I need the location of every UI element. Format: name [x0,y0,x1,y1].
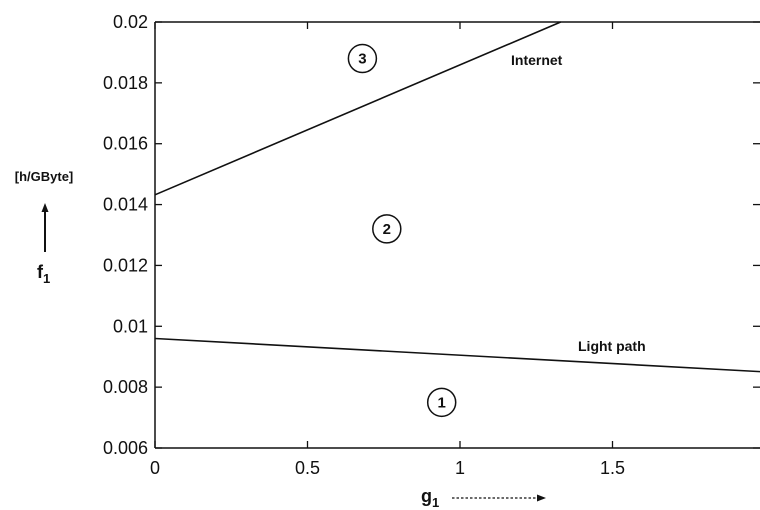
x-tick-label: 1 [455,458,465,478]
region-label: 2 [383,221,391,238]
series-labels: Internet Light path [511,52,646,354]
series-label-1: Internet [511,52,563,68]
series-line-1 [154,21,562,196]
y-unit-label: [h/GByte] [15,169,74,184]
region-label: 3 [358,51,366,68]
y-tick-label: 0.012 [103,255,148,275]
y-tick-label: 0.02 [113,12,148,32]
y-tick-label: 0.008 [103,377,148,397]
region-markers: 1 2 3 [347,43,457,418]
region-label: 1 [438,394,446,411]
x-tick-label: 0.5 [295,458,320,478]
ticks: 0 0.5 1 1.5 2 0.006 0.008 0.01 0.012 0.014 0.016 0.… [103,12,760,478]
region-circle [347,43,378,74]
x-tick-label: 0 [150,458,160,478]
y-tick-label: 0.01 [113,316,148,336]
x-arrow-icon [452,494,546,502]
series-label-2: Light path [578,338,646,354]
y-tick-label: 0.016 [103,134,148,154]
y-axis-label: f1 [37,262,50,286]
region-circle [372,214,402,244]
series-line-2 [154,337,760,373]
series-lines [154,21,760,373]
y-tick-label: 0.018 [103,73,148,93]
x-axis-label: g1 [421,486,439,510]
x-tick-label: 1.5 [600,458,625,478]
y-tick-label: 0.014 [103,195,148,215]
region-circle [426,387,457,418]
y-arrow-icon [41,203,49,252]
y-tick-label: 0.006 [103,438,148,458]
